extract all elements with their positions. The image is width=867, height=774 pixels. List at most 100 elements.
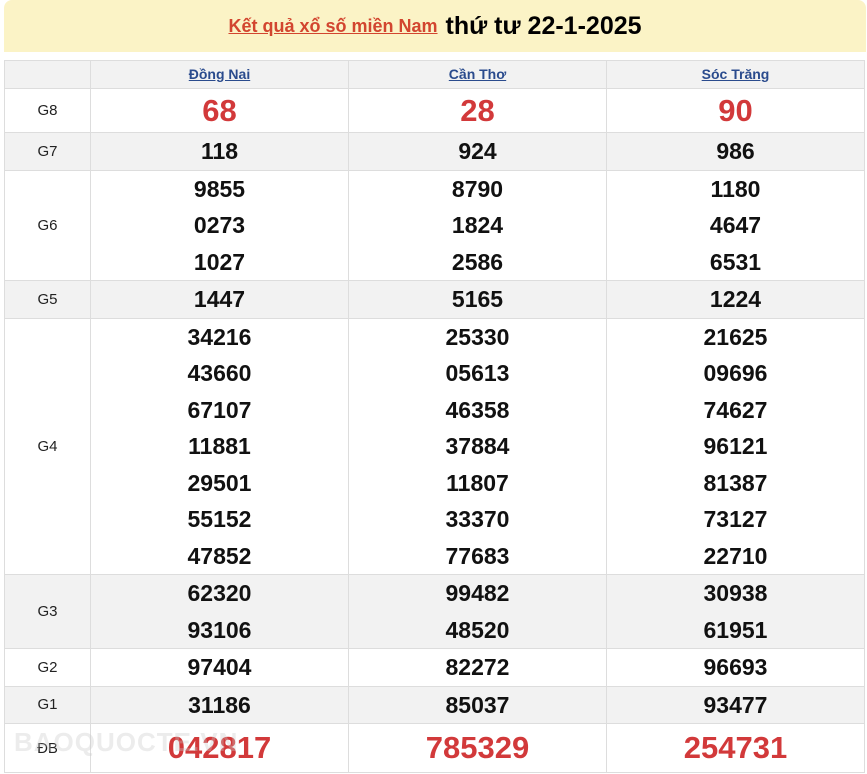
prize-cell: 785329 bbox=[348, 723, 607, 773]
prize-number: 90 bbox=[718, 93, 753, 128]
province-header-row: Đồng Nai Cần Thơ Sóc Trăng bbox=[4, 60, 865, 89]
prize-number: 47852 bbox=[187, 542, 252, 569]
prize-cell: 28 bbox=[348, 88, 607, 133]
prize-label: G6 bbox=[4, 169, 91, 281]
province-header: Cần Thơ bbox=[348, 60, 607, 89]
prize-label: G5 bbox=[4, 280, 91, 319]
prize-number: 25330 bbox=[445, 323, 510, 350]
prize-number: 042817 bbox=[167, 730, 272, 765]
prize-number: 46358 bbox=[445, 396, 510, 423]
prize-number: 43660 bbox=[187, 360, 252, 386]
province-link[interactable]: Cần Thơ bbox=[448, 65, 507, 82]
prize-number: 6531 bbox=[709, 248, 762, 275]
prize-row: G3 62320 93106 99482 48520 30938 61951 bbox=[4, 574, 865, 649]
prize-number: 67107 bbox=[187, 396, 252, 423]
results-link[interactable]: Kết quả xổ số miền Nam bbox=[228, 15, 438, 36]
prize-cell: 62320 93106 bbox=[90, 574, 349, 649]
results-table: Đồng Nai Cần Thơ Sóc Trăng G8 68 28 90 G7 118 92… bbox=[4, 60, 865, 773]
prize-row: G4 34216 43660 67107 11881 29501 55152 47852 253… bbox=[4, 317, 865, 575]
prize-cell: 30938 61951 bbox=[606, 574, 865, 649]
prize-number: 09696 bbox=[703, 360, 768, 386]
prize-label: G4 bbox=[4, 317, 91, 575]
prize-number: 1027 bbox=[193, 248, 246, 275]
prize-number: 73127 bbox=[703, 506, 768, 532]
prize-number: 21625 bbox=[703, 323, 768, 350]
prize-cell: 99482 48520 bbox=[348, 574, 607, 649]
prize-cell: 9855 0273 1027 bbox=[90, 169, 349, 281]
header-blank bbox=[4, 60, 91, 89]
prize-number: 1447 bbox=[193, 286, 246, 312]
prize-number: 85037 bbox=[445, 691, 510, 718]
prize-cell: 1224 bbox=[606, 280, 865, 319]
prize-cell: 96693 bbox=[606, 648, 865, 687]
prize-number: 924 bbox=[458, 138, 497, 164]
province-header: Đồng Nai bbox=[90, 60, 349, 89]
prize-label: G3 bbox=[4, 574, 91, 649]
prize-cell: 254731 bbox=[606, 723, 865, 773]
prize-cell: 986 bbox=[606, 132, 865, 171]
prize-number: 97404 bbox=[187, 654, 252, 680]
prize-cell: 82272 bbox=[348, 648, 607, 687]
prize-row: G7 118 924 986 bbox=[4, 132, 865, 171]
prize-cell: 68 bbox=[90, 88, 349, 133]
prize-number: 68 bbox=[202, 93, 237, 128]
prize-cell: 042817 bbox=[90, 723, 349, 773]
prize-number: 11881 bbox=[188, 433, 251, 459]
prize-number: 96693 bbox=[703, 654, 768, 680]
prize-row: G5 1447 5165 1224 bbox=[4, 280, 865, 319]
prize-number: 1824 bbox=[451, 212, 504, 238]
prize-label: G2 bbox=[4, 648, 91, 687]
prize-cell: 118 bbox=[90, 132, 349, 171]
prize-cell: 97404 bbox=[90, 648, 349, 687]
prize-number: 29501 bbox=[187, 469, 252, 496]
prize-row: G1 31186 85037 93477 bbox=[4, 685, 865, 724]
prize-number: 33370 bbox=[445, 506, 510, 532]
prize-number: 118 bbox=[200, 138, 239, 164]
prize-number: 8790 bbox=[451, 175, 504, 202]
prize-row: G2 97404 82272 96693 bbox=[4, 648, 865, 687]
prize-cell: 8790 1824 2586 bbox=[348, 169, 607, 281]
prize-number: 31186 bbox=[188, 691, 251, 718]
prize-number: 96121 bbox=[703, 433, 768, 459]
prize-label: ĐB bbox=[4, 723, 91, 773]
prize-number: 9855 bbox=[193, 175, 246, 202]
results-title: Kết quả xổ số miền Nam thứ tư 22-1-2025 bbox=[4, 0, 866, 52]
prize-number: 93477 bbox=[703, 691, 768, 718]
prize-number: 82272 bbox=[445, 654, 510, 680]
prize-number: 5165 bbox=[451, 286, 504, 312]
province-link[interactable]: Sóc Trăng bbox=[701, 65, 770, 82]
prize-cell: 25330 05613 46358 37884 11807 33370 77683 bbox=[348, 317, 607, 575]
prize-label: G1 bbox=[4, 685, 91, 724]
province-header: Sóc Trăng bbox=[606, 60, 865, 89]
prize-number: 74627 bbox=[703, 396, 768, 423]
prize-cell: 21625 09696 74627 96121 81387 73127 22710 bbox=[606, 317, 865, 575]
prize-number: 62320 bbox=[187, 580, 252, 606]
prize-number: 81387 bbox=[703, 469, 768, 496]
prize-number: 37884 bbox=[445, 433, 510, 459]
prize-number: 61951 bbox=[703, 616, 768, 643]
prize-number: 34216 bbox=[187, 323, 252, 350]
prize-cell: 31186 bbox=[90, 685, 349, 724]
prize-number: 30938 bbox=[703, 580, 768, 606]
prize-number: 785329 bbox=[425, 730, 530, 765]
prize-number: 22710 bbox=[703, 542, 768, 569]
prize-number: 0273 bbox=[193, 212, 246, 238]
province-link[interactable]: Đồng Nai bbox=[188, 65, 251, 82]
prize-number: 93106 bbox=[187, 616, 252, 643]
prize-number: 55152 bbox=[187, 506, 252, 532]
prize-number: 2586 bbox=[451, 248, 504, 275]
prize-cell: 93477 bbox=[606, 685, 865, 724]
prize-cell: 1180 4647 6531 bbox=[606, 169, 865, 281]
prize-row: G8 68 28 90 bbox=[4, 88, 865, 133]
draw-date: thứ tư 22-1-2025 bbox=[445, 11, 642, 40]
prize-cell: 5165 bbox=[348, 280, 607, 319]
prize-label: G7 bbox=[4, 132, 91, 171]
prize-number: 28 bbox=[460, 93, 495, 128]
prize-cell: 1447 bbox=[90, 280, 349, 319]
prize-cell: 90 bbox=[606, 88, 865, 133]
prize-number: 05613 bbox=[445, 360, 510, 386]
prize-number: 99482 bbox=[445, 580, 510, 606]
prize-number: 1180 bbox=[710, 175, 761, 202]
prize-row: ĐB 042817 785329 254731 bbox=[4, 723, 865, 773]
prize-number: 77683 bbox=[445, 542, 510, 569]
